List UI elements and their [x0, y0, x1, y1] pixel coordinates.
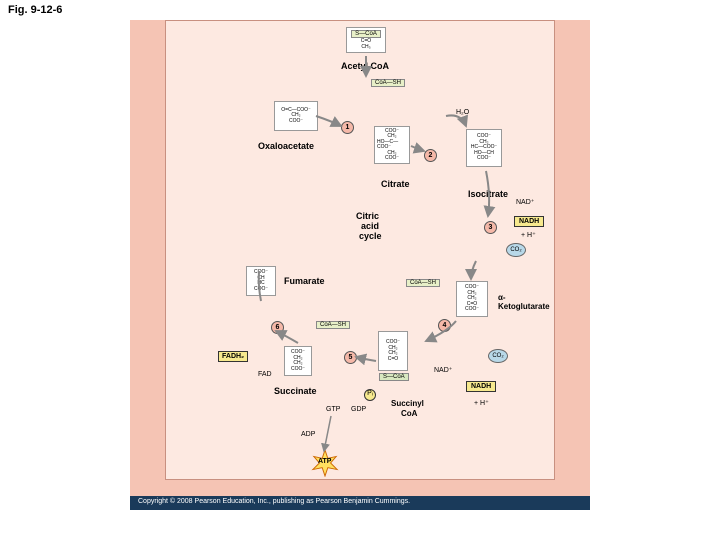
- label-atp: ATP: [318, 458, 331, 465]
- molecule-isocitrate: COO⁻CH₂HC—COO⁻HO—CHCOO⁻: [466, 129, 502, 167]
- molecule-succinyl-coa: COO⁻CH₂CH₂C=O: [378, 331, 408, 371]
- copyright-bar: Copyright © 2008 Pearson Education, Inc.…: [130, 496, 590, 510]
- label-nad-2: NAD⁺: [434, 366, 452, 374]
- co2-circle-2: CO₂: [488, 349, 508, 363]
- label-fad: FAD: [258, 371, 272, 378]
- label-fumarate: Fumarate: [284, 276, 325, 286]
- label-citrate: Citrate: [381, 179, 410, 189]
- pi-circle: Pᵢ: [364, 389, 376, 401]
- label-gtp: GTP: [326, 406, 340, 413]
- s-coa-box-top: S—CoA: [351, 30, 381, 39]
- label-succinyl-2: CoA: [401, 409, 417, 418]
- molecule-fumarate: COO⁻CHHCCOO⁻: [246, 266, 276, 296]
- nadh-box-1: NADH: [514, 216, 544, 227]
- step-circle-5: 5: [344, 351, 357, 364]
- label-hplus-2: + H⁺: [474, 399, 489, 407]
- label-adp: ADP: [301, 431, 315, 438]
- molecule-citrate: COO⁻CH₂HO—C—COO⁻CH₂COO⁻: [374, 126, 410, 164]
- label-cycle-2: acid: [361, 221, 379, 231]
- label-oxaloacetate: Oxaloacetate: [258, 141, 314, 151]
- molecule-succinate: COO⁻CH₂CH₂COO⁻: [284, 346, 312, 376]
- label-hplus-1: + H⁺: [521, 231, 536, 239]
- step-circle-3: 3: [484, 221, 497, 234]
- molecule-oxaloacetate: O=C—COO⁻CH₂COO⁻: [274, 101, 318, 131]
- label-nad-1: NAD⁺: [516, 198, 534, 206]
- molecule-aketoglutarate: COO⁻CH₂CH₂C=OCOO⁻: [456, 281, 488, 317]
- label-gdp: GDP: [351, 406, 366, 413]
- diagram-inner: S—CoA C=OCH₃ Acetyl CoA CoA—SH H₂O O=C—C…: [165, 20, 555, 480]
- label-aketoglutarate: α-Ketoglutarate: [498, 293, 554, 311]
- coash-box-2: CoA—SH: [406, 279, 440, 287]
- label-acetyl-coa: Acetyl CoA: [341, 61, 389, 71]
- coash-box-1: CoA—SH: [371, 79, 405, 87]
- step-circle-1: 1: [341, 121, 354, 134]
- label-cycle-3: cycle: [359, 231, 382, 241]
- nadh-box-2: NADH: [466, 381, 496, 392]
- step-circle-4: 4: [438, 319, 451, 332]
- step-circle-6: 6: [271, 321, 284, 334]
- label-succinyl-1: Succinyl: [391, 399, 424, 408]
- step-circle-2: 2: [424, 149, 437, 162]
- label-isocitrate: Isocitrate: [468, 189, 508, 199]
- label-succinate: Succinate: [274, 386, 317, 396]
- fadh2-box: FADH₂: [218, 351, 248, 362]
- s-coa-box-bot: S—CoA: [379, 373, 409, 381]
- figure-number: Fig. 9-12-6: [8, 4, 62, 16]
- coash-box-3: CoA—SH: [316, 321, 350, 329]
- co2-circle-1: CO₂: [506, 243, 526, 257]
- label-h2o: H₂O: [456, 109, 469, 116]
- molecule-acetyl-coa-struct: S—CoA C=OCH₃: [346, 27, 386, 53]
- label-cycle-1: Citric: [356, 211, 379, 221]
- diagram-canvas: S—CoA C=OCH₃ Acetyl CoA CoA—SH H₂O O=C—C…: [130, 20, 590, 510]
